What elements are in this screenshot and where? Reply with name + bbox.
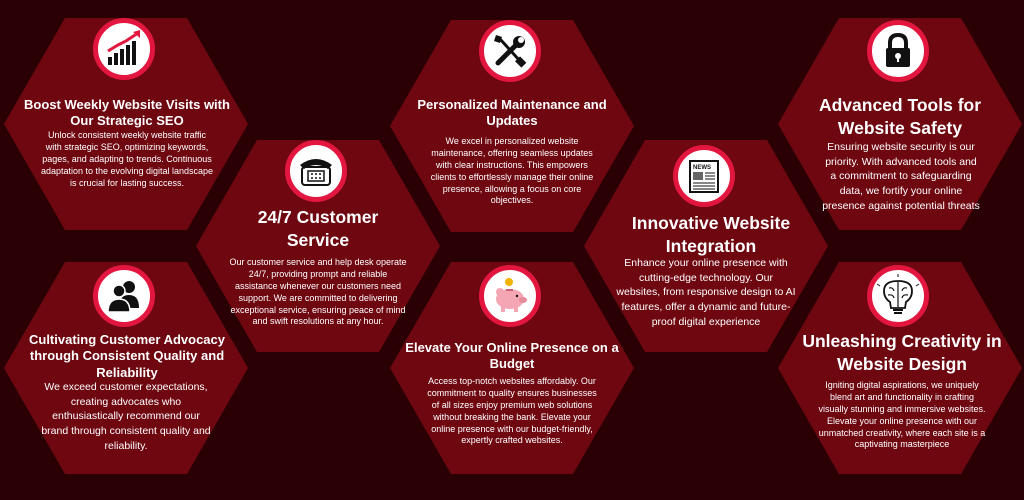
creativity-description: Igniting digital aspirations, we uniquel… bbox=[818, 380, 986, 450]
maintenance-title: Personalized Maintenance and Updates bbox=[417, 97, 607, 129]
maintenance-description: We excel in personalized website mainten… bbox=[430, 136, 594, 206]
customer-service-description: Our customer service and help desk opera… bbox=[229, 257, 407, 327]
newspaper-icon: NEWS bbox=[673, 145, 735, 207]
advocacy-description: We exceed customer expectations, creatin… bbox=[41, 381, 211, 452]
telephone-icon bbox=[285, 140, 347, 202]
users-icon bbox=[93, 265, 155, 327]
customer-service-title: 24/7 Customer Service bbox=[257, 207, 379, 250]
safety-description: Ensuring website security is our priorit… bbox=[822, 141, 980, 212]
creativity-title: Unleashing Creativity in Website Design bbox=[802, 331, 1002, 374]
piggy-bank-icon bbox=[479, 265, 541, 327]
seo-title: Boost Weekly Website Visits with Our Str… bbox=[24, 97, 230, 129]
integration-title: Innovative Website Integration bbox=[631, 213, 791, 256]
budget-description: Access top-notch websites affordably. Ou… bbox=[427, 376, 597, 446]
advocacy-title: Cultivating Customer Advocacy through Co… bbox=[28, 332, 225, 380]
brain-lightbulb-icon bbox=[867, 265, 929, 327]
seo-description: Unlock consistent weekly website traffic… bbox=[40, 130, 214, 188]
integration-description: Enhance your online presence with cuttin… bbox=[616, 257, 796, 328]
budget-title: Elevate Your Online Presence on a Budget bbox=[405, 340, 619, 372]
bar-chart-growth-icon bbox=[93, 18, 155, 80]
safety-title: Advanced Tools for Website Safety bbox=[818, 95, 982, 138]
padlock-icon bbox=[867, 20, 929, 82]
wrench-screwdriver-icon bbox=[479, 20, 541, 82]
newspaper-icon-text: NEWS bbox=[693, 165, 711, 171]
